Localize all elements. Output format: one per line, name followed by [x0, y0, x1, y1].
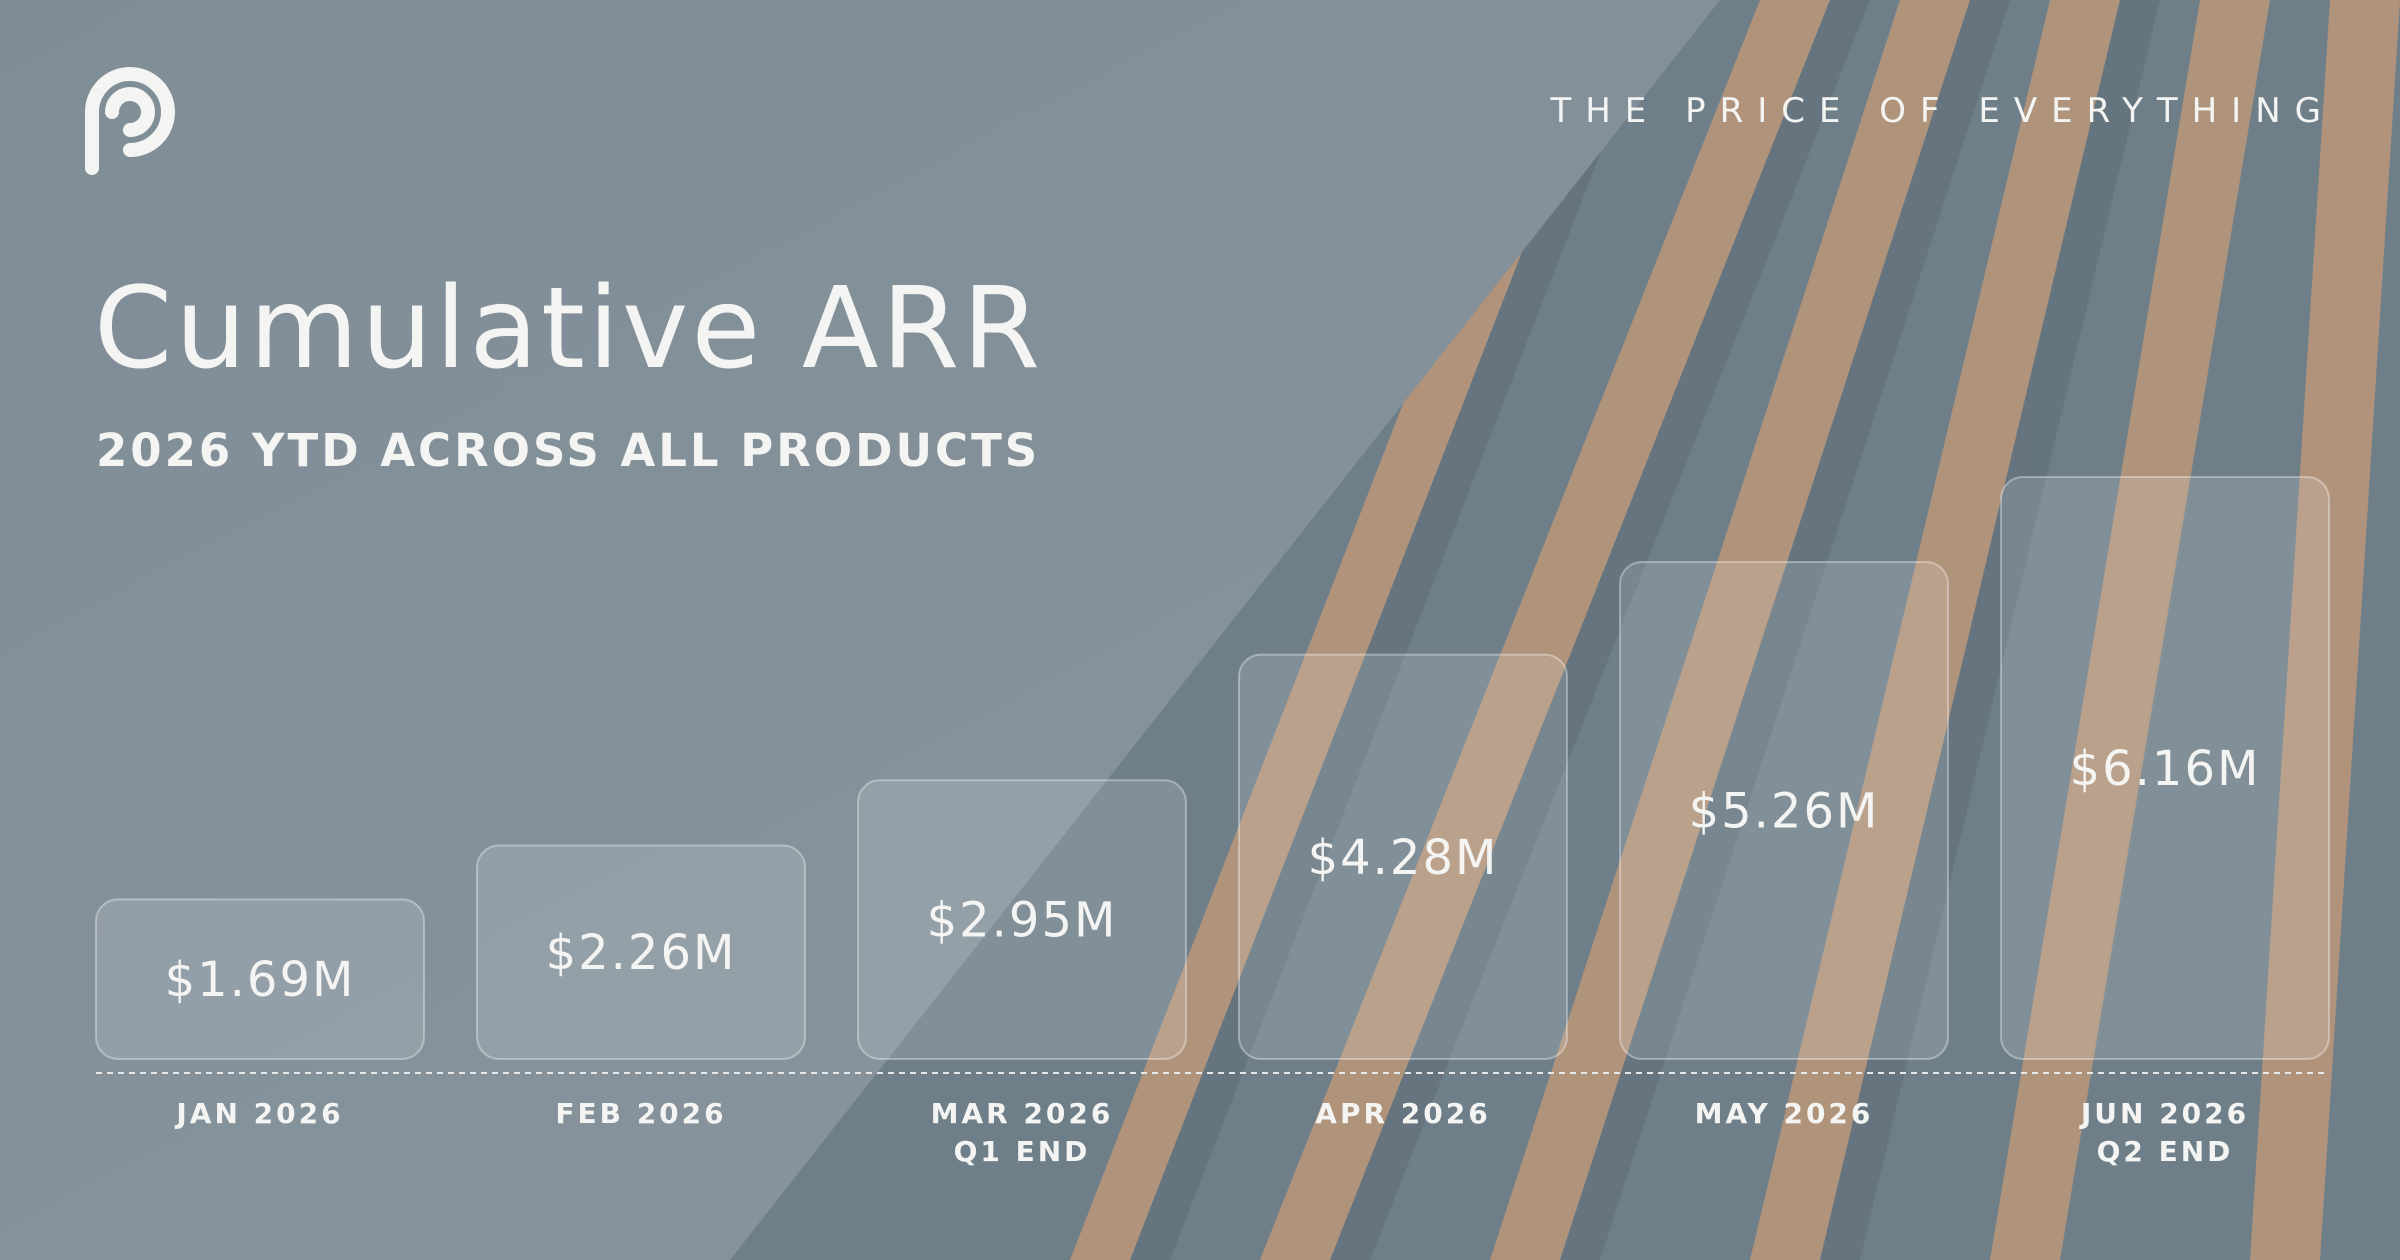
bar [476, 844, 806, 1060]
x-tick-label: APR 2026 [1315, 1097, 1490, 1130]
value-label: $2.26M [546, 925, 737, 981]
x-tick-label: MAR 2026 [931, 1097, 1114, 1130]
x-tick-note: Q2 END [2097, 1135, 2234, 1168]
logo [85, 67, 175, 175]
value-label: $5.26M [1689, 784, 1880, 840]
bar [857, 779, 1187, 1060]
x-tick-label: JUN 2026 [2079, 1097, 2249, 1130]
bar [1619, 561, 1949, 1060]
tagline: THE PRICE OF EVERYTHING [1549, 91, 2335, 131]
bar [2000, 476, 2330, 1060]
x-tick-note: Q1 END [954, 1135, 1091, 1168]
x-tick-label: JAN 2026 [174, 1097, 343, 1130]
chart-title: Cumulative ARR [94, 264, 1043, 394]
value-label: $4.28M [1308, 830, 1499, 886]
bar [1238, 653, 1568, 1060]
value-label: $1.69M [165, 952, 356, 1008]
value-label: $6.16M [2070, 741, 2261, 797]
x-tick-label: FEB 2026 [555, 1097, 726, 1130]
value-label: $2.95M [927, 893, 1118, 949]
chart-subtitle: 2026 YTD ACROSS ALL PRODUCTS [96, 424, 1040, 477]
bar [95, 898, 425, 1061]
x-tick-label: MAY 2026 [1695, 1097, 1874, 1130]
